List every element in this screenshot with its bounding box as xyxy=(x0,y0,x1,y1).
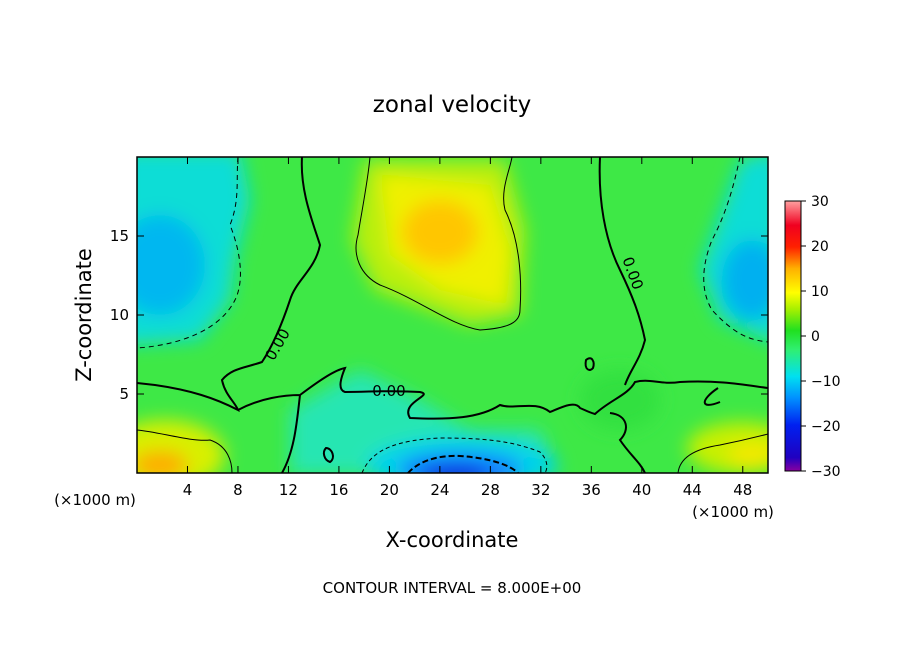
negative-contour-bottom xyxy=(361,437,548,473)
colorbar-tick-label: 20 xyxy=(811,239,829,255)
x-tick-label: 16 xyxy=(329,481,348,499)
x-unit-left: (×1000 m) xyxy=(54,491,136,509)
zero-contour-right xyxy=(598,157,647,386)
positive-contour-bottom-left xyxy=(137,429,233,473)
x-tick-label: 4 xyxy=(183,481,193,499)
y-axis-label: Z-coordinate xyxy=(72,248,96,382)
left-blue-core xyxy=(137,215,205,315)
x-tick-label: 20 xyxy=(380,481,399,499)
x-tick-label: 8 xyxy=(233,481,243,499)
right-blue-core xyxy=(722,240,768,320)
colorbar-tick-label: −30 xyxy=(811,464,841,480)
mid-right-green xyxy=(580,370,660,430)
y-axis: 5 10 15 xyxy=(110,227,768,403)
colorbar-tick-label: 30 xyxy=(811,194,829,210)
bottom-right-yellow-core xyxy=(728,443,768,467)
colorbar-gradient xyxy=(784,200,802,472)
y-tick-label: 10 xyxy=(110,306,129,324)
x-tick-label: 28 xyxy=(481,481,500,499)
positive-contour-bottom-right xyxy=(677,433,768,473)
negative-contour-bottom-inner xyxy=(407,454,519,473)
y-tick-label: 5 xyxy=(119,385,129,403)
colorbar-tick-label: 10 xyxy=(811,284,829,300)
chart-title: zonal velocity xyxy=(373,92,531,118)
negative-contour-left xyxy=(137,157,241,349)
colorbar-tick-label: −10 xyxy=(811,374,841,390)
zero-contour-small-loop xyxy=(584,357,595,371)
x-tick-label: 40 xyxy=(632,481,651,499)
negative-contour-right xyxy=(703,157,768,343)
x-tick-label: 44 xyxy=(683,481,702,499)
upper-orange-core xyxy=(402,200,478,264)
x-tick-label: 12 xyxy=(279,481,298,499)
y-tick-label: 15 xyxy=(110,227,129,245)
zero-contour-small-loop-2 xyxy=(322,446,334,464)
x-tick-label: 36 xyxy=(582,481,601,499)
contour-label: 0.00 xyxy=(372,382,405,400)
zero-contour-lower-right xyxy=(609,387,721,473)
heatmap-field xyxy=(137,157,768,473)
zero-contour-left xyxy=(137,157,322,413)
x-tick-label: 24 xyxy=(430,481,449,499)
bottom-blue xyxy=(398,452,522,473)
zero-contour-middle xyxy=(237,366,768,473)
bottom-deep-blue xyxy=(421,466,489,473)
x-axis-label: X-coordinate xyxy=(386,528,519,552)
x-tick-label: 48 xyxy=(733,481,752,499)
x-unit-right: (×1000 m) xyxy=(692,503,774,521)
contour-interval-note: CONTOUR INTERVAL = 8.000E+00 xyxy=(323,579,582,597)
x-axis: 4 8 12 16 20 24 28 32 36 40 44 48 xyxy=(183,157,752,499)
colorbar: 30 20 10 0 −10 −20 −30 xyxy=(784,194,841,480)
x-tick-label: 32 xyxy=(531,481,550,499)
colorbar-ticks: 30 20 10 0 −10 −20 −30 xyxy=(801,194,841,480)
colorbar-tick-label: −20 xyxy=(811,419,841,435)
bottom-left-orange xyxy=(137,451,188,473)
colorbar-tick-label: 0 xyxy=(811,329,820,345)
positive-contour-upper xyxy=(355,157,522,331)
contour-lines xyxy=(137,157,768,473)
